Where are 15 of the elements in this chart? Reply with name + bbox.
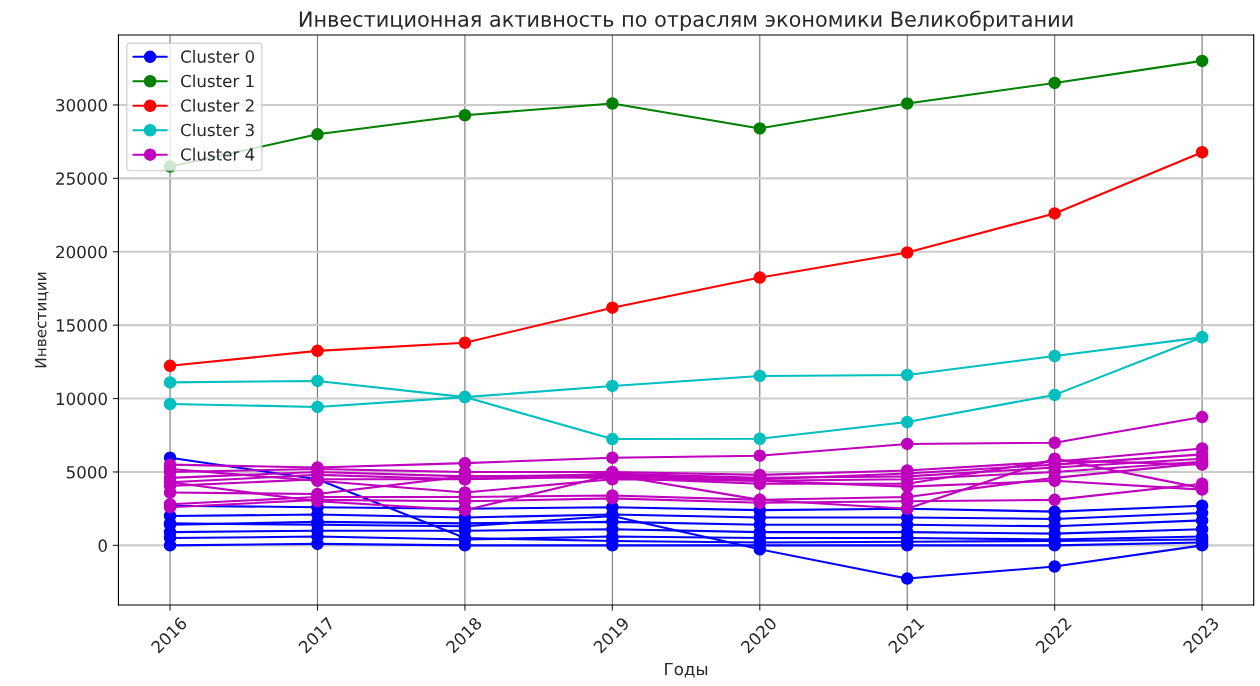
y-axis-title: Инвестиции — [35, 272, 49, 368]
legend-label: Cluster 2 — [181, 98, 254, 112]
x-axis-title: Годы — [665, 662, 708, 678]
legend-label: Cluster 4 — [181, 147, 255, 161]
y-tick-label: 0 — [98, 539, 107, 552]
legend-label: Cluster 0 — [181, 49, 255, 63]
y-tick-label: 20000 — [56, 245, 107, 259]
y-tick-label: 15000 — [56, 319, 107, 332]
legend-label: Cluster 1 — [181, 74, 254, 88]
chart-title: Инвестиционная активность по отраслям экономики Великобритании — [299, 10, 1073, 31]
y-tick-label: 10000 — [56, 392, 107, 406]
y-tick-label: 5000 — [66, 465, 107, 479]
y-tick-label: 30000 — [56, 98, 107, 112]
y-tick-label: 25000 — [56, 172, 107, 185]
legend-label: Cluster 3 — [181, 123, 254, 137]
